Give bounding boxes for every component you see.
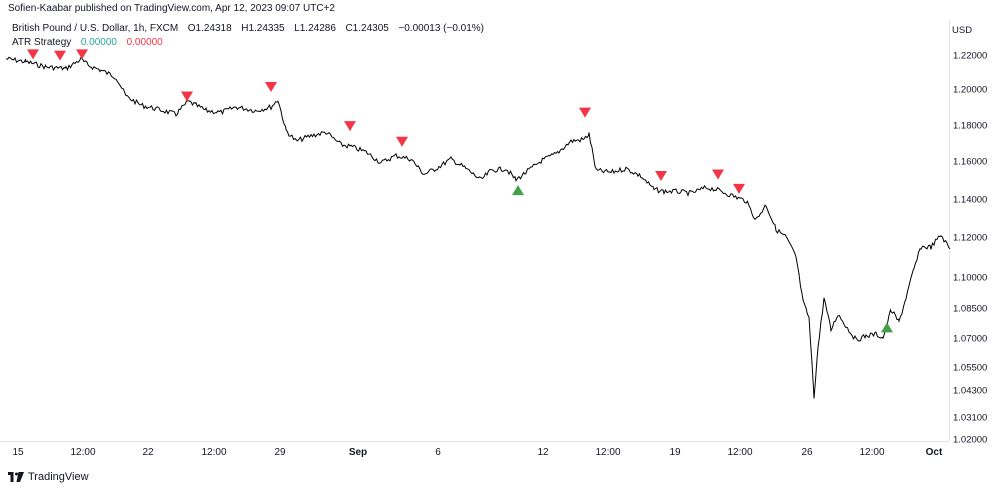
sell-signal-marker — [181, 91, 193, 102]
y-tick-label: 1.02000 — [953, 435, 987, 446]
x-tick-label: 26 — [801, 447, 813, 458]
indicator-legend[interactable]: ATR Strategy 0.00000 0.00000 — [12, 36, 484, 50]
y-tick-label: 1.14000 — [953, 195, 987, 206]
indicator-name[interactable]: ATR Strategy — [12, 37, 72, 48]
sell-signal-marker — [265, 81, 277, 92]
y-tick-label: 1.05500 — [953, 363, 987, 374]
ohlc-close: C1.24305 — [345, 23, 389, 34]
buy-signal-marker — [881, 322, 893, 333]
sell-signal-marker — [396, 136, 408, 147]
y-axis: 1.22000 1.20000 1.18000 1.16000 1.14000 1.120… — [953, 51, 987, 446]
y-tick-label: 1.18000 — [953, 121, 987, 132]
sell-signal-marker — [344, 121, 356, 132]
footer: TradingView — [8, 471, 89, 483]
price-series — [5, 56, 951, 399]
y-tick-label: 1.08500 — [953, 304, 987, 315]
ohlc-high: H1.24335 — [241, 23, 285, 34]
legend: British Pound / U.S. Dollar, 1h, FXCM O1… — [12, 22, 484, 50]
x-tick-label: 12:00 — [727, 447, 752, 458]
brand-name: TradingView — [28, 471, 89, 483]
y-tick-label: 1.12000 — [953, 233, 987, 244]
symbol-legend[interactable]: British Pound / U.S. Dollar, 1h, FXCM O1… — [12, 22, 484, 36]
y-tick-label: 1.03100 — [953, 413, 987, 424]
ohlc-low: L1.24286 — [294, 23, 336, 34]
sell-signal-marker — [655, 171, 667, 182]
tradingview-logo-icon — [8, 472, 24, 482]
x-tick-label: 19 — [669, 447, 681, 458]
y-tick-label: 1.04300 — [953, 386, 987, 397]
price-change: −0.00013 (−0.01%) — [398, 23, 485, 34]
x-tick-label: 12 — [537, 447, 549, 458]
x-tick-label: 29 — [274, 447, 286, 458]
indicator-value-sell: 0.00000 — [126, 37, 163, 48]
price-line — [5, 56, 951, 399]
sell-signal-marker — [733, 183, 745, 194]
sell-signal-marker — [76, 49, 88, 60]
x-tick-label: 6 — [435, 447, 441, 458]
x-tick-label: Sep — [349, 447, 367, 458]
x-tick-label: 22 — [142, 447, 154, 458]
currency-label: USD — [952, 25, 972, 36]
x-tick-label: 12:00 — [201, 447, 226, 458]
y-tick-label: 1.20000 — [953, 85, 987, 96]
x-tick-label: 15 — [12, 447, 24, 458]
indicator-value-buy: 0.00000 — [80, 37, 117, 48]
sell-signal-marker — [579, 107, 591, 118]
publisher-line: Sofien-Kaabar published on TradingView.c… — [8, 3, 335, 14]
y-tick-label: 1.10000 — [953, 273, 987, 284]
y-tick-label: 1.07000 — [953, 334, 987, 345]
buy-signal-marker — [512, 185, 524, 196]
ohlc-open: O1.24318 — [187, 23, 232, 34]
y-tick-label: 1.16000 — [953, 157, 987, 168]
x-tick-label: 12:00 — [859, 447, 884, 458]
x-axis: 15 12:00 22 12:00 29 Sep 6 12 12:00 19 12:00 26 12:0… — [12, 447, 943, 458]
sell-signal-marker — [27, 49, 39, 60]
y-tick-label: 1.22000 — [953, 51, 987, 62]
x-tick-label: 12:00 — [70, 447, 95, 458]
x-tick-label: Oct — [926, 447, 943, 458]
signal-markers — [27, 49, 893, 333]
sell-signal-marker — [54, 50, 66, 61]
symbol-name[interactable]: British Pound / U.S. Dollar, 1h, FXCM — [12, 23, 179, 34]
x-tick-label: 12:00 — [595, 447, 620, 458]
sell-signal-marker — [712, 169, 724, 180]
